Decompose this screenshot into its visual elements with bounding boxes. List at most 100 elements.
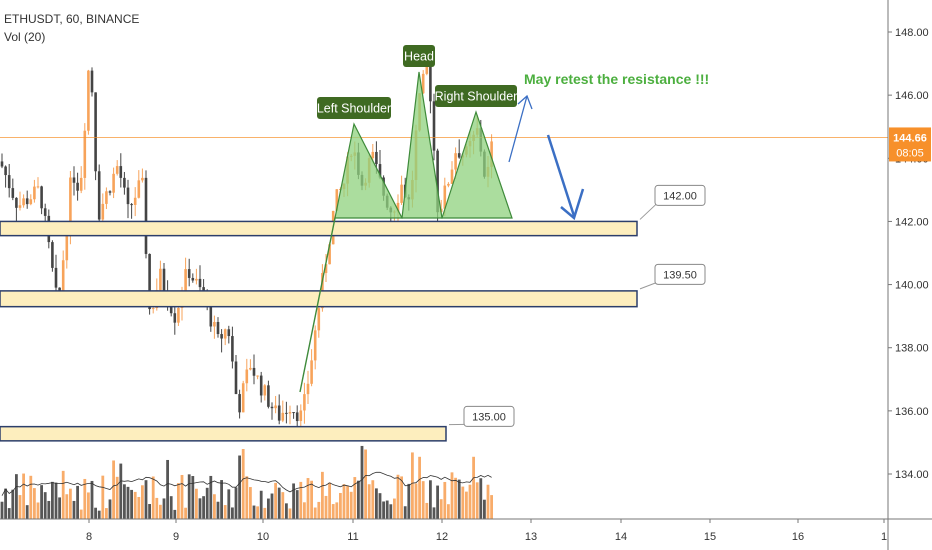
volume-bar: [79, 509, 83, 519]
candle-body: [130, 204, 133, 206]
volume-bar: [130, 489, 133, 519]
candle-body: [324, 264, 328, 273]
volume-bars: [0, 445, 493, 519]
volume-bar: [97, 510, 101, 519]
candle-body: [148, 253, 151, 310]
volume-ma-line: [1, 471, 492, 496]
candle-body: [281, 412, 285, 421]
right-shoulder-triangle: [441, 110, 513, 219]
volume-bar: [270, 493, 274, 519]
candle-body: [159, 268, 162, 291]
candle-body: [223, 329, 227, 339]
x-tick-label: 15: [704, 531, 716, 543]
projection-arrows: [508, 94, 585, 221]
candle-body: [252, 367, 256, 376]
volume-bar: [184, 507, 187, 519]
candle-body: [292, 412, 295, 414]
zone-rect: [0, 220, 638, 237]
pattern-label-text: Right Shoulder: [435, 90, 518, 104]
y-axis-background: [888, 0, 932, 550]
volume-bar: [277, 487, 281, 519]
volume-bar: [357, 480, 360, 519]
volume-bar: [317, 501, 321, 519]
callout-leader: [639, 281, 658, 290]
candle-body: [213, 321, 216, 327]
volume-bar: [303, 502, 306, 519]
y-tick-label: 134.00: [895, 469, 929, 481]
candle-body: [133, 197, 137, 205]
candle-body: [328, 244, 331, 265]
price-tag-box: [889, 127, 931, 162]
volume-bar: [115, 476, 119, 519]
candle-body: [108, 191, 112, 193]
candle-body: [299, 410, 303, 422]
volume-bar: [382, 501, 385, 519]
volume-bar: [65, 494, 69, 519]
volume-bar: [457, 479, 461, 519]
volume-bar: [223, 505, 227, 519]
y-tick-label: 138.00: [895, 343, 929, 355]
candle-body: [429, 60, 432, 102]
candle-body: [234, 361, 238, 395]
current-price-tag: 144.66 08:05: [889, 127, 931, 162]
volume-bar: [313, 507, 317, 519]
volume-bar: [479, 478, 483, 519]
x-tick-label: 11: [347, 531, 358, 543]
candle-body: [90, 70, 94, 93]
volume-bar: [447, 504, 450, 519]
candle-body: [162, 268, 166, 291]
volume-bar: [450, 472, 454, 519]
volume-bar: [259, 490, 263, 519]
level-label: 142.00: [663, 190, 697, 202]
volume-bar: [256, 506, 259, 519]
retest-arrow-head: [517, 94, 533, 110]
candle-body: [245, 369, 249, 384]
volume-bar: [385, 500, 389, 519]
candle-body: [317, 308, 321, 331]
volume-bar: [151, 476, 155, 519]
candle-body: [141, 177, 144, 181]
candle-body: [25, 198, 29, 205]
volume-bar: [321, 471, 324, 519]
volume-bar: [22, 473, 25, 519]
volume-bar: [108, 499, 112, 519]
y-tick-label: 146.00: [895, 90, 929, 102]
volume-bar: [367, 484, 371, 519]
price-tag-value: 144.66: [893, 132, 927, 144]
volume-bar: [310, 480, 313, 519]
volume-bar: [191, 476, 195, 519]
volume-bar: [162, 498, 166, 519]
volume-bar: [339, 492, 342, 519]
candle-body: [263, 385, 267, 396]
volume-bar: [292, 483, 295, 519]
candle-body: [436, 150, 439, 213]
candle-body: [7, 175, 11, 189]
volume-bar: [483, 499, 486, 519]
pattern-label-text: Head: [404, 50, 434, 64]
volume-bar: [119, 463, 123, 519]
candle-body: [313, 330, 317, 361]
candle-body: [33, 186, 36, 200]
candle-body: [198, 278, 202, 288]
candle-body: [137, 180, 141, 198]
candle-body: [306, 383, 310, 395]
candle-body: [29, 199, 33, 205]
volume-bar: [331, 504, 335, 519]
volume-bar: [0, 501, 4, 519]
candle-body: [11, 188, 15, 198]
candle-body: [18, 205, 22, 208]
candle-body: [169, 304, 173, 314]
volume-bar: [213, 494, 216, 519]
volume-bar: [43, 492, 47, 519]
candle-body: [126, 187, 130, 205]
volume-bar: [29, 475, 33, 519]
volume-bar: [72, 500, 76, 519]
volume-bar: [177, 483, 180, 519]
candle-body: [295, 412, 299, 422]
candle-body: [249, 367, 252, 370]
callout-box: [654, 184, 706, 206]
volume-bar: [61, 470, 65, 519]
volume-bar: [421, 481, 425, 519]
volume-bar: [25, 505, 29, 519]
